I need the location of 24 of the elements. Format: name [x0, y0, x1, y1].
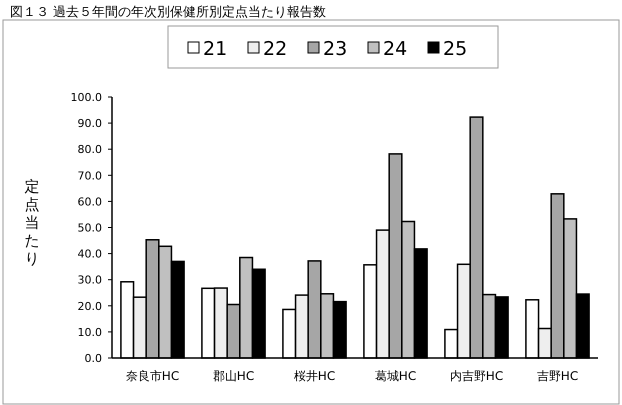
y-tick-label: 10.0	[78, 326, 102, 339]
y-tick-label: 20.0	[78, 300, 102, 313]
x-tick-label: 吉野HC	[536, 369, 578, 383]
y-tick-label: 30.0	[78, 274, 102, 287]
legend-label: 24	[383, 38, 408, 60]
y-tick-label: 60.0	[78, 195, 102, 208]
chart-title: 図１３ 過去５年間の年次別保健所別定点当たり報告数	[10, 5, 326, 20]
legend-label: 25	[443, 38, 468, 60]
y-tick-label: 0.0	[84, 352, 102, 365]
legend-label: 21	[203, 38, 228, 60]
y-tick-label: 70.0	[78, 169, 102, 182]
legend-label: 23	[323, 38, 348, 60]
x-tick-label: 葛城HC	[374, 369, 416, 383]
y-tick-label: 80.0	[78, 143, 102, 156]
y-tick-label: 40.0	[78, 248, 102, 261]
x-tick-label: 桜井HC	[294, 369, 336, 383]
legend-label: 22	[263, 38, 288, 60]
y-tick-label: 100.0	[70, 91, 102, 104]
x-tick-label: 奈良市HC	[126, 369, 180, 383]
y-tick-label: 90.0	[78, 117, 102, 130]
y-axis-title: 定点当たり	[24, 178, 40, 268]
x-tick-label: 内吉野HC	[450, 369, 504, 383]
y-tick-label: 50.0	[78, 222, 102, 234]
x-tick-label: 郡山HC	[212, 369, 254, 383]
